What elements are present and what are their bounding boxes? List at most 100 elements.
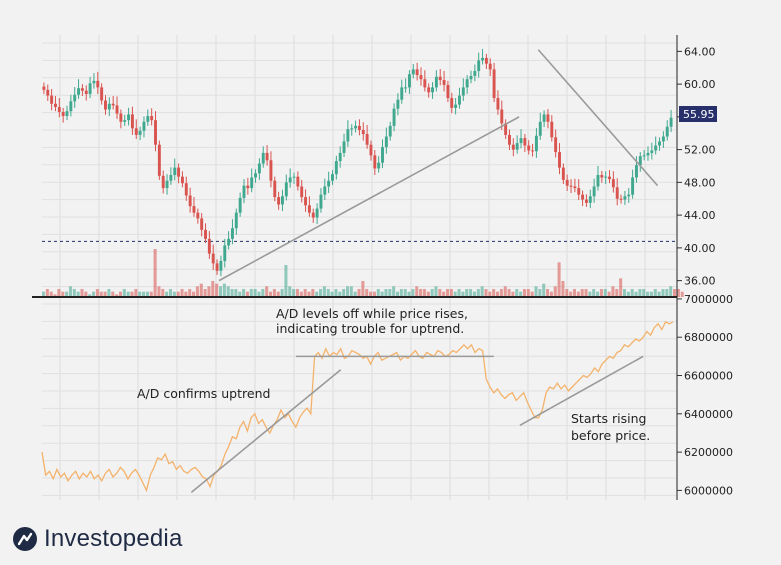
volume-bar — [576, 291, 580, 297]
volume-bar — [249, 289, 253, 297]
candle-body — [538, 121, 542, 136]
candle-body — [419, 75, 423, 80]
volume-bar — [422, 289, 426, 297]
candle-body — [157, 144, 161, 176]
candle-body — [565, 179, 569, 186]
volume-bar — [342, 289, 346, 297]
candle-body — [396, 99, 400, 109]
volume-bar — [165, 291, 169, 297]
volume-bar — [372, 291, 376, 297]
candle-body — [492, 69, 496, 99]
candle-body — [450, 98, 454, 108]
candle-body — [180, 176, 184, 184]
volume-bar — [469, 289, 473, 297]
candle-body — [400, 87, 404, 100]
volume-bar — [42, 291, 46, 297]
candle-body — [127, 114, 131, 121]
volume-bar — [253, 289, 257, 297]
volume-bar — [207, 286, 211, 297]
candle-body — [354, 125, 358, 129]
volume-bar — [230, 289, 234, 297]
candle-body — [292, 176, 296, 178]
candle-body — [631, 177, 635, 195]
candle-body — [273, 180, 277, 198]
candle-body — [254, 173, 258, 178]
volume-bar — [476, 289, 480, 297]
volume-bar — [299, 291, 303, 297]
volume-bar — [345, 286, 350, 297]
candle-body — [269, 160, 273, 181]
volume-bar — [584, 289, 588, 297]
candle-body — [107, 103, 111, 110]
candle-body — [142, 121, 146, 131]
candle-body — [250, 177, 254, 189]
candle-body — [373, 155, 377, 169]
volume-bar — [292, 289, 296, 297]
candle-body — [338, 152, 342, 162]
candle-body — [611, 179, 615, 188]
candle-body — [304, 197, 308, 206]
candle-body — [584, 199, 588, 203]
candle-body — [54, 103, 57, 108]
volume-bar — [565, 289, 569, 297]
volume-bar — [634, 291, 638, 297]
candle-body — [465, 79, 469, 88]
candle-body — [184, 183, 188, 196]
volume-bar — [49, 291, 53, 297]
volume-bar — [434, 286, 438, 297]
volume-bar — [311, 289, 315, 297]
ad-tick-label: 6000000 — [684, 484, 733, 497]
volume-bar — [138, 291, 142, 297]
volume-bar — [92, 291, 96, 297]
candle-body — [300, 186, 304, 198]
volume-bar — [507, 289, 511, 297]
candle-body — [196, 212, 200, 219]
volume-bar — [403, 289, 407, 297]
investopedia-logo: Investopedia — [12, 525, 183, 553]
volume-bar — [307, 291, 311, 297]
volume-bar — [276, 291, 280, 297]
candle-body — [207, 238, 211, 254]
volume-bar — [180, 289, 184, 297]
volume-bar — [176, 291, 180, 297]
volume-bar — [519, 291, 523, 297]
current-price-tag: 55.95 — [679, 106, 717, 122]
ad-panel — [41, 321, 674, 493]
volume-bar — [142, 291, 146, 297]
volume-bar — [465, 289, 469, 297]
candle-body — [192, 206, 196, 213]
annotation-leveloff-1: A/D levels off while price rises, — [276, 306, 468, 321]
volume-bar — [530, 291, 534, 297]
candle-body — [411, 69, 415, 75]
volume-bar — [561, 281, 565, 297]
price-downtrend-line — [537, 49, 659, 187]
price-uptrend-line — [218, 116, 520, 282]
candle-body — [130, 114, 134, 129]
candle-body — [334, 161, 338, 175]
candle-body — [50, 95, 54, 104]
volume-bar — [238, 291, 242, 297]
candle-body — [284, 182, 288, 197]
volume-bar — [553, 286, 557, 297]
volume-bar — [438, 289, 442, 297]
volume-bar — [168, 289, 173, 297]
volume-bar — [334, 289, 338, 297]
price-tag-box — [679, 106, 717, 122]
volume-bar — [503, 286, 507, 297]
volume-bar — [384, 289, 388, 297]
candle-body — [350, 128, 354, 130]
volume-bar — [245, 291, 249, 297]
candle-body — [215, 263, 219, 271]
volume-bar — [195, 286, 199, 297]
volume-bar — [622, 289, 627, 297]
grid — [42, 35, 677, 500]
volume-bar — [603, 289, 607, 297]
candle-body — [246, 185, 250, 189]
volume-bar — [388, 289, 392, 297]
volume-bar — [99, 291, 103, 297]
candle-body — [211, 253, 215, 264]
candle-body — [404, 87, 408, 89]
volume-bar — [72, 289, 76, 297]
candle-body — [311, 212, 315, 218]
candle-body — [84, 90, 88, 94]
